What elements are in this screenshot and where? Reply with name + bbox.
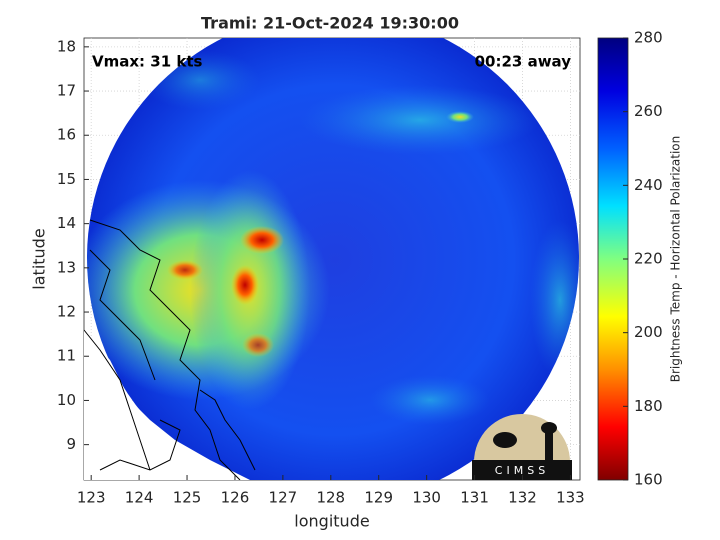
colorbar-tick-label: 240 (634, 176, 663, 194)
y-tick-label: 16 (57, 126, 76, 144)
x-tick-label: 126 (221, 489, 250, 507)
y-tick-label: 17 (57, 82, 76, 100)
annotation: Vmax: 31 kts (92, 53, 202, 71)
colorbar-tick-label: 160 (634, 471, 663, 489)
logo: CIMSS (472, 414, 572, 480)
colorbar-tick-label: 200 (634, 323, 663, 341)
colorbar-tick-label: 220 (634, 250, 663, 268)
y-tick-label: 10 (57, 391, 76, 409)
logo-text: CIMSS (495, 464, 549, 477)
colorbar-tick-label: 180 (634, 397, 663, 415)
annotation: 00:23 away (475, 53, 572, 71)
x-tick-label: 131 (460, 489, 489, 507)
y-tick-label: 11 (57, 347, 76, 365)
colorbar-tick-label: 260 (634, 102, 663, 120)
y-tick-label: 9 (66, 435, 76, 453)
x-tick-label: 133 (556, 489, 585, 507)
y-tick-label: 12 (57, 303, 76, 321)
y-tick-label: 13 (57, 258, 76, 276)
y-axis-label: latitude (30, 228, 49, 289)
title: Trami: 21-Oct-2024 19:30:00 (201, 14, 459, 33)
x-tick-label: 128 (316, 489, 345, 507)
y-tick-label: 18 (57, 37, 76, 55)
x-tick-label: 130 (412, 489, 441, 507)
y-tick-label: 15 (57, 170, 76, 188)
x-axis-label: longitude (294, 512, 369, 531)
x-tick-label: 123 (77, 489, 106, 507)
colorbar-label: Brightness Temp - Horizontal Polarizatio… (669, 136, 683, 383)
x-tick-label: 132 (508, 489, 537, 507)
x-tick-label: 124 (125, 489, 154, 507)
x-tick-label: 125 (173, 489, 202, 507)
colorbar-tick-label: 280 (634, 29, 663, 47)
x-tick-label: 127 (269, 489, 298, 507)
y-tick-label: 14 (57, 214, 76, 232)
x-tick-label: 129 (364, 489, 393, 507)
